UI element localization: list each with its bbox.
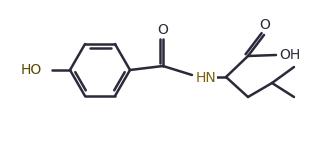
Text: O: O (158, 23, 169, 37)
Text: O: O (260, 18, 270, 32)
Text: HO: HO (21, 63, 42, 77)
Text: HN: HN (196, 71, 217, 85)
Text: OH: OH (279, 48, 301, 62)
